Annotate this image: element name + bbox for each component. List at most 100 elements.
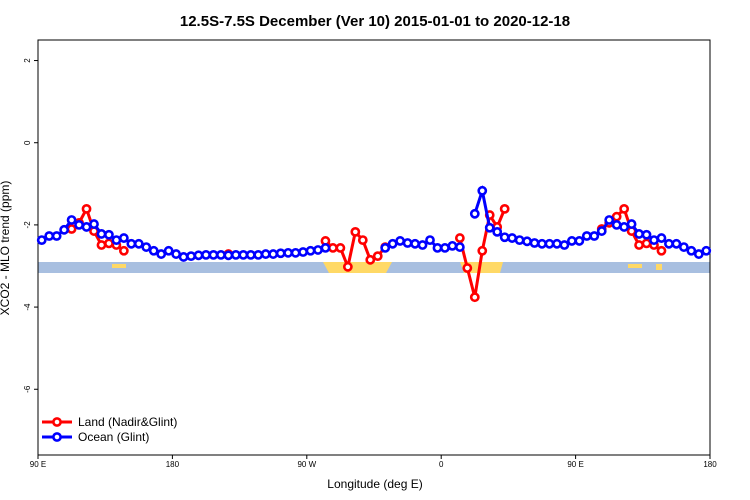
x-tick-label: 0 — [439, 460, 444, 469]
data-point — [596, 226, 607, 236]
data-point — [201, 249, 211, 260]
x-tick-label: 90 W — [297, 460, 316, 469]
data-point — [350, 226, 361, 237]
data-point — [454, 233, 465, 243]
y-tick-label: -6 — [23, 385, 32, 393]
data-point — [193, 250, 204, 261]
data-point — [701, 245, 712, 256]
data-point — [656, 233, 667, 243]
data-point — [51, 231, 62, 241]
data-point — [671, 238, 682, 249]
data-point — [514, 235, 525, 246]
data-point — [305, 245, 316, 256]
data-point — [469, 208, 480, 219]
surface-strip — [38, 262, 710, 273]
x-axis-label: Longitude (deg E) — [327, 477, 422, 491]
data-point — [133, 238, 144, 249]
data-point — [238, 249, 249, 260]
data-point — [641, 238, 652, 249]
data-point — [44, 231, 55, 241]
x-tick-label: 180 — [703, 460, 717, 469]
data-point — [619, 222, 630, 232]
data-point — [649, 235, 659, 246]
land-patch — [628, 264, 642, 268]
data-point — [619, 203, 630, 214]
data-point — [96, 240, 107, 250]
data-point — [454, 242, 465, 252]
data-point — [104, 238, 114, 249]
data-point — [552, 238, 562, 249]
data-point — [283, 247, 294, 258]
data-point — [313, 245, 323, 255]
data-point — [634, 229, 644, 239]
data-point — [559, 240, 570, 250]
data-point — [290, 247, 301, 258]
data-point — [417, 240, 428, 250]
data-point — [163, 245, 174, 256]
data-point — [260, 249, 271, 259]
data-point — [641, 229, 652, 240]
y-tick-label: -4 — [23, 303, 32, 311]
data-point — [357, 235, 368, 246]
data-point — [432, 243, 443, 253]
data-point — [275, 248, 286, 259]
data-point — [342, 261, 353, 272]
data-point — [66, 224, 77, 234]
data-point — [118, 245, 129, 256]
data-point — [148, 245, 159, 256]
land-patch — [323, 262, 392, 273]
legend-label: Ocean (Glint) — [78, 430, 149, 444]
x-tick-label: 90 E — [567, 460, 583, 469]
data-point — [253, 249, 264, 260]
data-point — [320, 243, 331, 253]
data-point — [372, 251, 383, 262]
legend-marker — [52, 417, 62, 427]
data-point — [529, 238, 540, 248]
data-point — [171, 249, 182, 259]
data-point — [156, 249, 167, 259]
data-point — [664, 238, 674, 249]
data-point — [96, 229, 107, 239]
land-patch — [656, 264, 662, 270]
data-point — [387, 238, 398, 249]
data-point — [230, 249, 241, 260]
data-point — [89, 219, 99, 229]
data-point — [477, 245, 488, 256]
data-point — [537, 238, 547, 249]
data-point — [36, 235, 47, 246]
data-point — [66, 215, 77, 225]
y-tick-label: 2 — [23, 58, 32, 63]
data-point — [566, 236, 577, 246]
data-point — [208, 249, 219, 260]
data-point — [268, 249, 279, 259]
data-point — [656, 245, 667, 256]
data-point — [365, 254, 376, 265]
y-tick-label: -2 — [23, 221, 32, 229]
data-point — [581, 231, 592, 241]
data-point — [686, 245, 697, 256]
data-point — [693, 249, 704, 259]
data-point — [469, 292, 480, 303]
y-axis-label: XCO2 - MLO trend (ppm) — [0, 181, 12, 316]
data-point — [484, 222, 495, 233]
data-point — [81, 203, 92, 214]
land-patch — [112, 264, 126, 268]
data-point — [104, 229, 114, 240]
data-point — [626, 219, 637, 229]
data-point — [440, 243, 450, 253]
data-point — [522, 236, 532, 247]
data-point — [223, 250, 234, 261]
chart-title: 12.5S-7.5S December (Ver 10) 2015-01-01 … — [180, 13, 570, 30]
data-point — [499, 232, 510, 243]
data-point — [126, 238, 137, 249]
plot-frame — [37, 39, 711, 456]
data-point — [499, 203, 510, 214]
data-point — [118, 233, 129, 243]
data-point — [395, 236, 406, 246]
data-point — [59, 224, 70, 235]
data-point — [410, 238, 420, 249]
data-point — [178, 252, 189, 262]
data-point — [74, 220, 84, 230]
data-point — [611, 220, 622, 230]
